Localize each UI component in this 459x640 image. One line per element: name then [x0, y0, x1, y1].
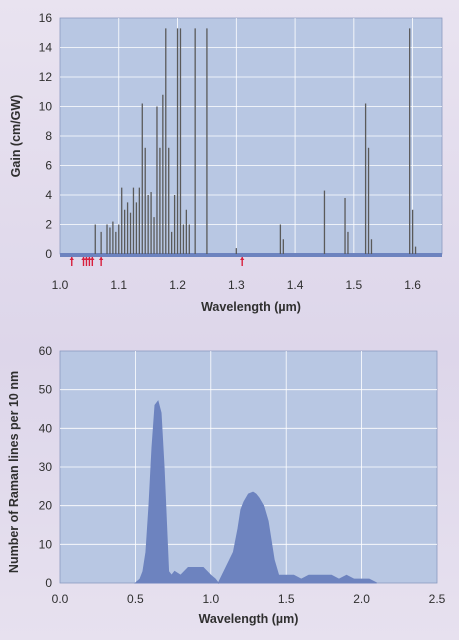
gain-lines [94, 28, 417, 254]
raman-y-axis-label: Number of Raman lines per 10 nm [7, 371, 21, 573]
laser-line-marker-head [98, 257, 104, 260]
raman-y-tick-labels: 0 10 20 30 40 50 60 [39, 344, 53, 590]
gain-x-tick-label: 1.0 [52, 278, 69, 292]
raman-x-tick-label: 1.0 [202, 592, 219, 606]
raman-y-tick-label: 0 [45, 576, 52, 590]
gain-y-tick-labels: 0 2 4 6 8 10 12 14 16 [39, 11, 53, 261]
gain-chart: 0 2 4 6 8 10 12 14 16 1.0 1.1 1.2 1.3 1.4 1.5 1.6 Wave… [9, 11, 443, 314]
gain-x-tick-labels: 1.0 1.1 1.2 1.3 1.4 1.5 1.6 [52, 278, 422, 292]
gain-x-tick-label: 1.2 [169, 278, 186, 292]
laser-line-marker-head [69, 257, 74, 260]
laser-line-marker-head [90, 257, 95, 260]
raman-y-tick-label: 30 [39, 460, 53, 474]
raman-x-tick-label: 2.0 [353, 592, 370, 606]
gain-x-tick-label: 1.4 [287, 278, 304, 292]
gain-y-tick-label: 10 [39, 100, 53, 114]
raman-x-tick-label: 1.5 [278, 592, 295, 606]
gain-x-tick-label: 1.1 [110, 278, 127, 292]
raman-line-density-area [134, 400, 377, 584]
gain-y-tick-label: 14 [39, 41, 53, 55]
gain-y-tick-label: 4 [45, 188, 52, 202]
raman-y-tick-label: 50 [39, 383, 53, 397]
gain-y-axis-label: Gain (cm/GW) [9, 95, 23, 178]
raman-x-tick-labels: 0.0 0.5 1.0 1.5 2.0 2.5 [52, 592, 446, 606]
laser-line-marker-head [81, 257, 86, 260]
gain-y-tick-label: 0 [45, 247, 52, 261]
gain-x-tick-label: 1.3 [228, 278, 245, 292]
gain-x-tick-label: 1.6 [404, 278, 421, 292]
gain-baseline-band [60, 253, 442, 257]
gain-y-tick-label: 16 [39, 11, 53, 25]
gain-y-tick-label: 8 [45, 129, 52, 143]
gain-x-axis-label: Wavelength (µm) [201, 300, 301, 314]
raman-y-tick-label: 10 [39, 537, 53, 551]
gain-y-tick-label: 6 [45, 159, 52, 173]
raman-x-tick-label: 0.5 [127, 592, 144, 606]
laser-line-markers [69, 257, 245, 266]
laser-line-marker-head [84, 257, 89, 260]
gain-x-tick-label: 1.5 [346, 278, 363, 292]
raman-x-axis-label: Wavelength (µm) [199, 612, 299, 626]
laser-line-marker-head [239, 257, 245, 260]
raman-chart: 0 10 20 30 40 50 60 0.0 0.5 1.0 1.5 2.0 2.5 Wavelen… [7, 344, 446, 626]
raman-y-tick-label: 60 [39, 344, 53, 358]
raman-x-tick-label: 0.0 [52, 592, 69, 606]
raman-y-tick-label: 40 [39, 421, 53, 435]
gain-y-tick-label: 12 [39, 70, 53, 84]
gain-y-tick-label: 2 [45, 218, 52, 232]
raman-y-tick-label: 20 [39, 499, 53, 513]
raman-x-tick-label: 2.5 [429, 592, 446, 606]
laser-line-marker-head [87, 257, 92, 260]
